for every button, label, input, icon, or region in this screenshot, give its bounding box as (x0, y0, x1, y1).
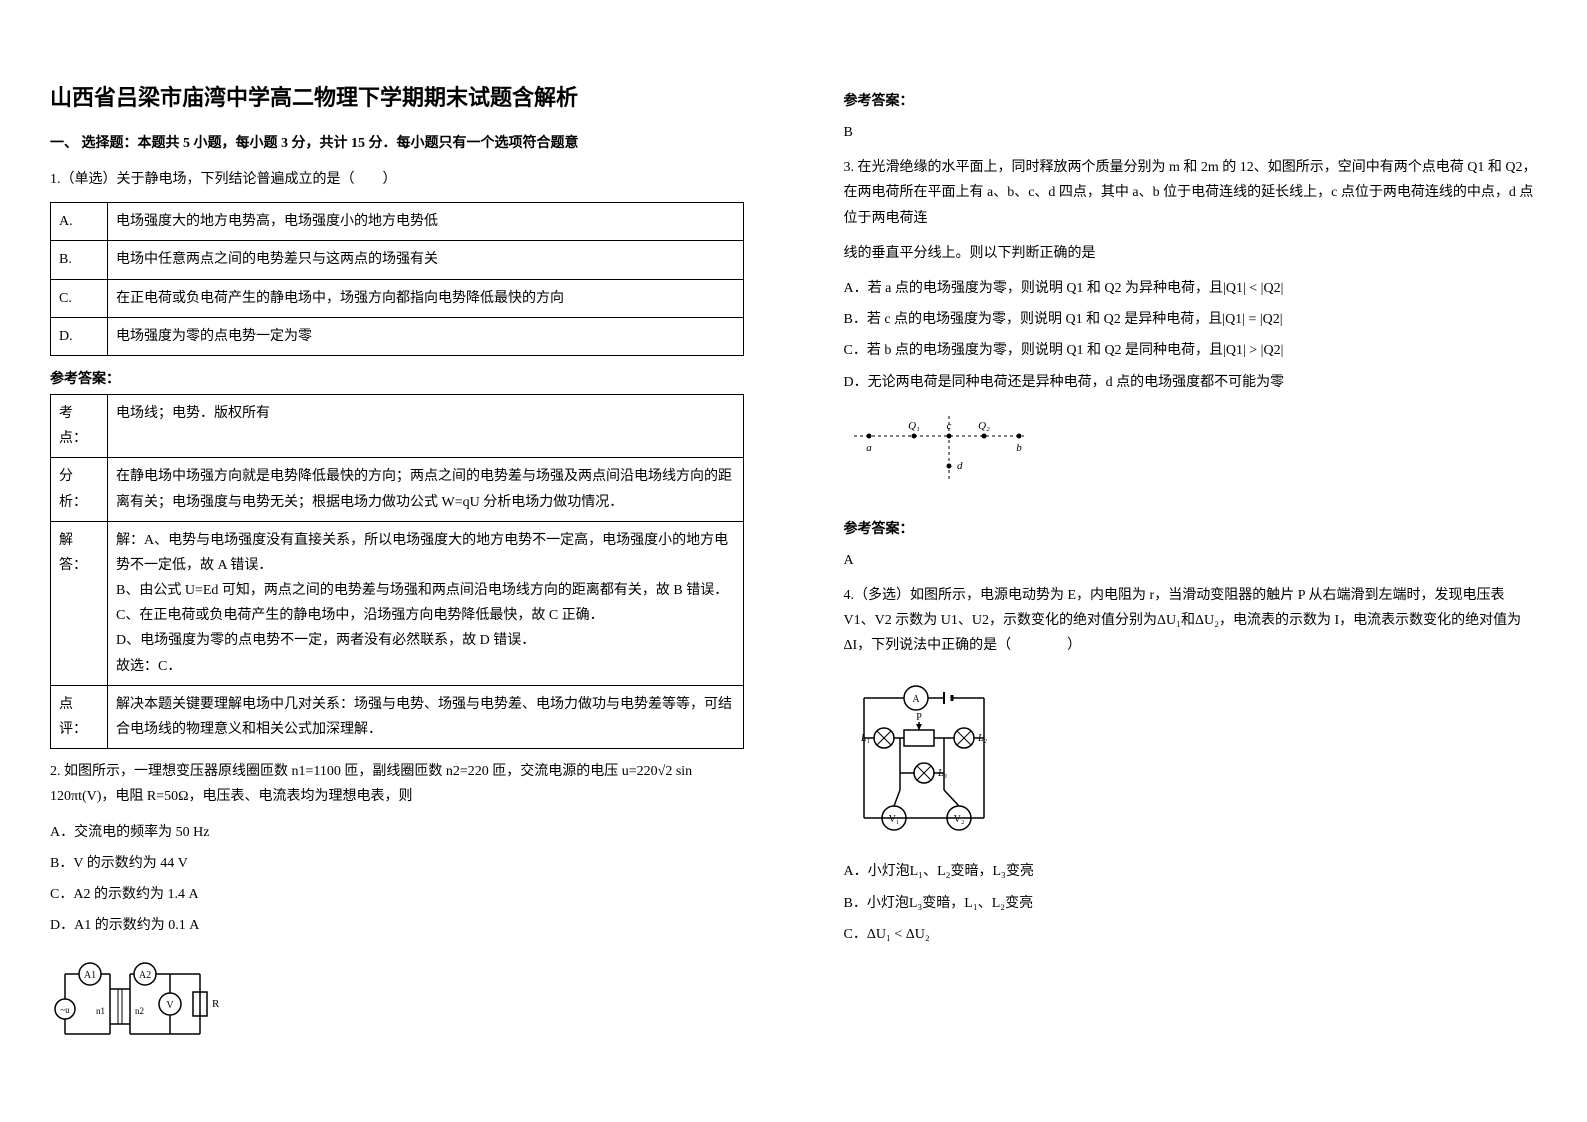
source-label: ~u (60, 1005, 70, 1015)
table-row: B. 电场中任意两点之间的电势差只与这两点的场强有关 (51, 241, 744, 279)
section-heading: 一、 选择题：本题共 5 小题，每小题 3 分，共计 15 分．每小题只有一个选… (50, 132, 744, 152)
q3-stem-line: 线的垂直平分线上。则以下判断正确的是 (844, 241, 1538, 266)
charge-points-diagram: a Q₁ c Q₂ b d (844, 411, 1044, 491)
table-row: 分析： 在静电场中场强方向就是电势降低最快的方向；两点之间的电势差与场强及两点间… (51, 458, 744, 521)
reference-answer-label: 参考答案： (844, 518, 1538, 538)
reference-answer-label: 参考答案： (50, 368, 744, 388)
cell-text: 电场强度大的地方电势高，电场强度小的地方电势低 (108, 203, 744, 241)
voltmeter-label: V₂ (953, 814, 964, 825)
transformer-circuit-diagram: A1 A2 n1 n2 ~u (50, 954, 230, 1054)
table-row: C. 在正电荷或负电荷产生的静电场中，场强方向都指向电势降低最快的方向 (51, 279, 744, 317)
point-label: d (957, 460, 963, 472)
voltmeter-label: V (166, 1000, 174, 1011)
table-row: 解答： 解：A、电势与电场强度没有直接关系，所以电场强度大的地方电势不一定高，电… (51, 521, 744, 685)
charge-label: Q₁ (908, 420, 920, 432)
q3-option: C．若 b 点的电场强度为零，则说明 Q1 和 Q2 是同种电荷，且|Q1| >… (844, 338, 1538, 363)
q2-stem: 2. 如图所示，一理想变压器原线圈匝数 n1=1100 匝，副线圈匝数 n2=2… (50, 759, 744, 809)
q1-analysis-table: 考点： 电场线；电势．版权所有 分析： 在静电场中场强方向就是电势降低最快的方向… (50, 394, 744, 749)
ammeter-label: A (912, 694, 920, 705)
q3-stem: 3. 在光滑绝缘的水平面上，同时释放两个质量分别为 m 和 2m 的 12、如图… (844, 155, 1538, 231)
cell-text: 电场中任意两点之间的电势差只与这两点的场强有关 (108, 241, 744, 279)
q4-option: B．小灯泡L₃变暗，L₁、L₂变亮 (844, 891, 1538, 916)
point-label: b (1016, 442, 1022, 454)
q2-option: A．交流电的频率为 50 Hz (50, 820, 744, 845)
point-label: a (866, 442, 872, 454)
cell-label: D. (51, 317, 108, 355)
ammeter-label: A2 (139, 970, 151, 981)
q3-option: B．若 c 点的电场强度为零，则说明 Q1 和 Q2 是异种电荷，且|Q1| =… (844, 307, 1538, 332)
bulb-circuit-diagram: A L₁ P L₂ (844, 678, 1014, 838)
voltmeter-label: V₁ (888, 814, 899, 825)
q2-option: C．A2 的示数约为 1.4 A (50, 882, 744, 907)
cell-label: 解答： (51, 521, 108, 685)
table-row: 点评： 解决本题关键要理解电场中几对关系：场强与电势、场强与电势差、电场力做功与… (51, 685, 744, 748)
cell-label: B. (51, 241, 108, 279)
cell-text: 电场强度为零的点电势一定为零 (108, 317, 744, 355)
cell-text: 解：A、电势与电场强度没有直接关系，所以电场强度大的地方电势不一定高，电场强度小… (108, 521, 744, 685)
table-row: A. 电场强度大的地方电势高，电场强度小的地方电势低 (51, 203, 744, 241)
q4-option: A．小灯泡L₁、L₂变暗，L₃变亮 (844, 859, 1538, 884)
reference-answer-label: 参考答案： (844, 90, 1538, 110)
cell-text: 电场线；电势．版权所有 (108, 394, 744, 457)
cell-label: 分析： (51, 458, 108, 521)
q4-option: C．ΔU₁ < ΔU₂ (844, 922, 1538, 947)
slider-label: P (916, 712, 922, 723)
q1-stem: 1.（单选）关于静电场，下列结论普遍成立的是（ ） (50, 167, 744, 192)
ammeter-label: A1 (84, 970, 96, 981)
right-column: 参考答案： B 3. 在光滑绝缘的水平面上，同时释放两个质量分别为 m 和 2m… (794, 0, 1587, 1122)
coil-label: n1 (96, 1006, 105, 1016)
cell-label: 考点： (51, 394, 108, 457)
cell-label: A. (51, 203, 108, 241)
q3-option: D．无论两电荷是同种电荷还是异种电荷，d 点的电场强度都不可能为零 (844, 370, 1538, 395)
charge-label: Q₂ (978, 420, 990, 432)
table-row: D. 电场强度为零的点电势一定为零 (51, 317, 744, 355)
table-row: 考点： 电场线；电势．版权所有 (51, 394, 744, 457)
page-title: 山西省吕梁市庙湾中学高二物理下学期期末试题含解析 (50, 80, 744, 112)
left-column: 山西省吕梁市庙湾中学高二物理下学期期末试题含解析 一、 选择题：本题共 5 小题… (0, 0, 794, 1122)
cell-label: C. (51, 279, 108, 317)
q3-option: A．若 a 点的电场强度为零，则说明 Q1 和 Q2 为异种电荷，且|Q1| <… (844, 276, 1538, 301)
cell-text: 解决本题关键要理解电场中几对关系：场强与电势、场强与电势差、电场力做功与电势差等… (108, 685, 744, 748)
cell-text: 在正电荷或负电荷产生的静电场中，场强方向都指向电势降低最快的方向 (108, 279, 744, 317)
answer-text: A (844, 548, 1538, 573)
q1-options-table: A. 电场强度大的地方电势高，电场强度小的地方电势低 B. 电场中任意两点之间的… (50, 202, 744, 356)
cell-text: 在静电场中场强方向就是电势降低最快的方向；两点之间的电势差与场强及两点间沿电场线… (108, 458, 744, 521)
q2-option: B．V 的示数约为 44 V (50, 851, 744, 876)
answer-text: B (844, 120, 1538, 145)
coil-label: n2 (135, 1006, 144, 1016)
cell-label: 点评： (51, 685, 108, 748)
resistor-label: R (212, 998, 220, 1010)
point-label: c (946, 420, 951, 432)
q4-stem: 4.（多选）如图所示，电源电动势为 E，内电阻为 r，当滑动变阻器的触片 P 从… (844, 583, 1538, 659)
q2-option: D．A1 的示数约为 0.1 A (50, 913, 744, 938)
